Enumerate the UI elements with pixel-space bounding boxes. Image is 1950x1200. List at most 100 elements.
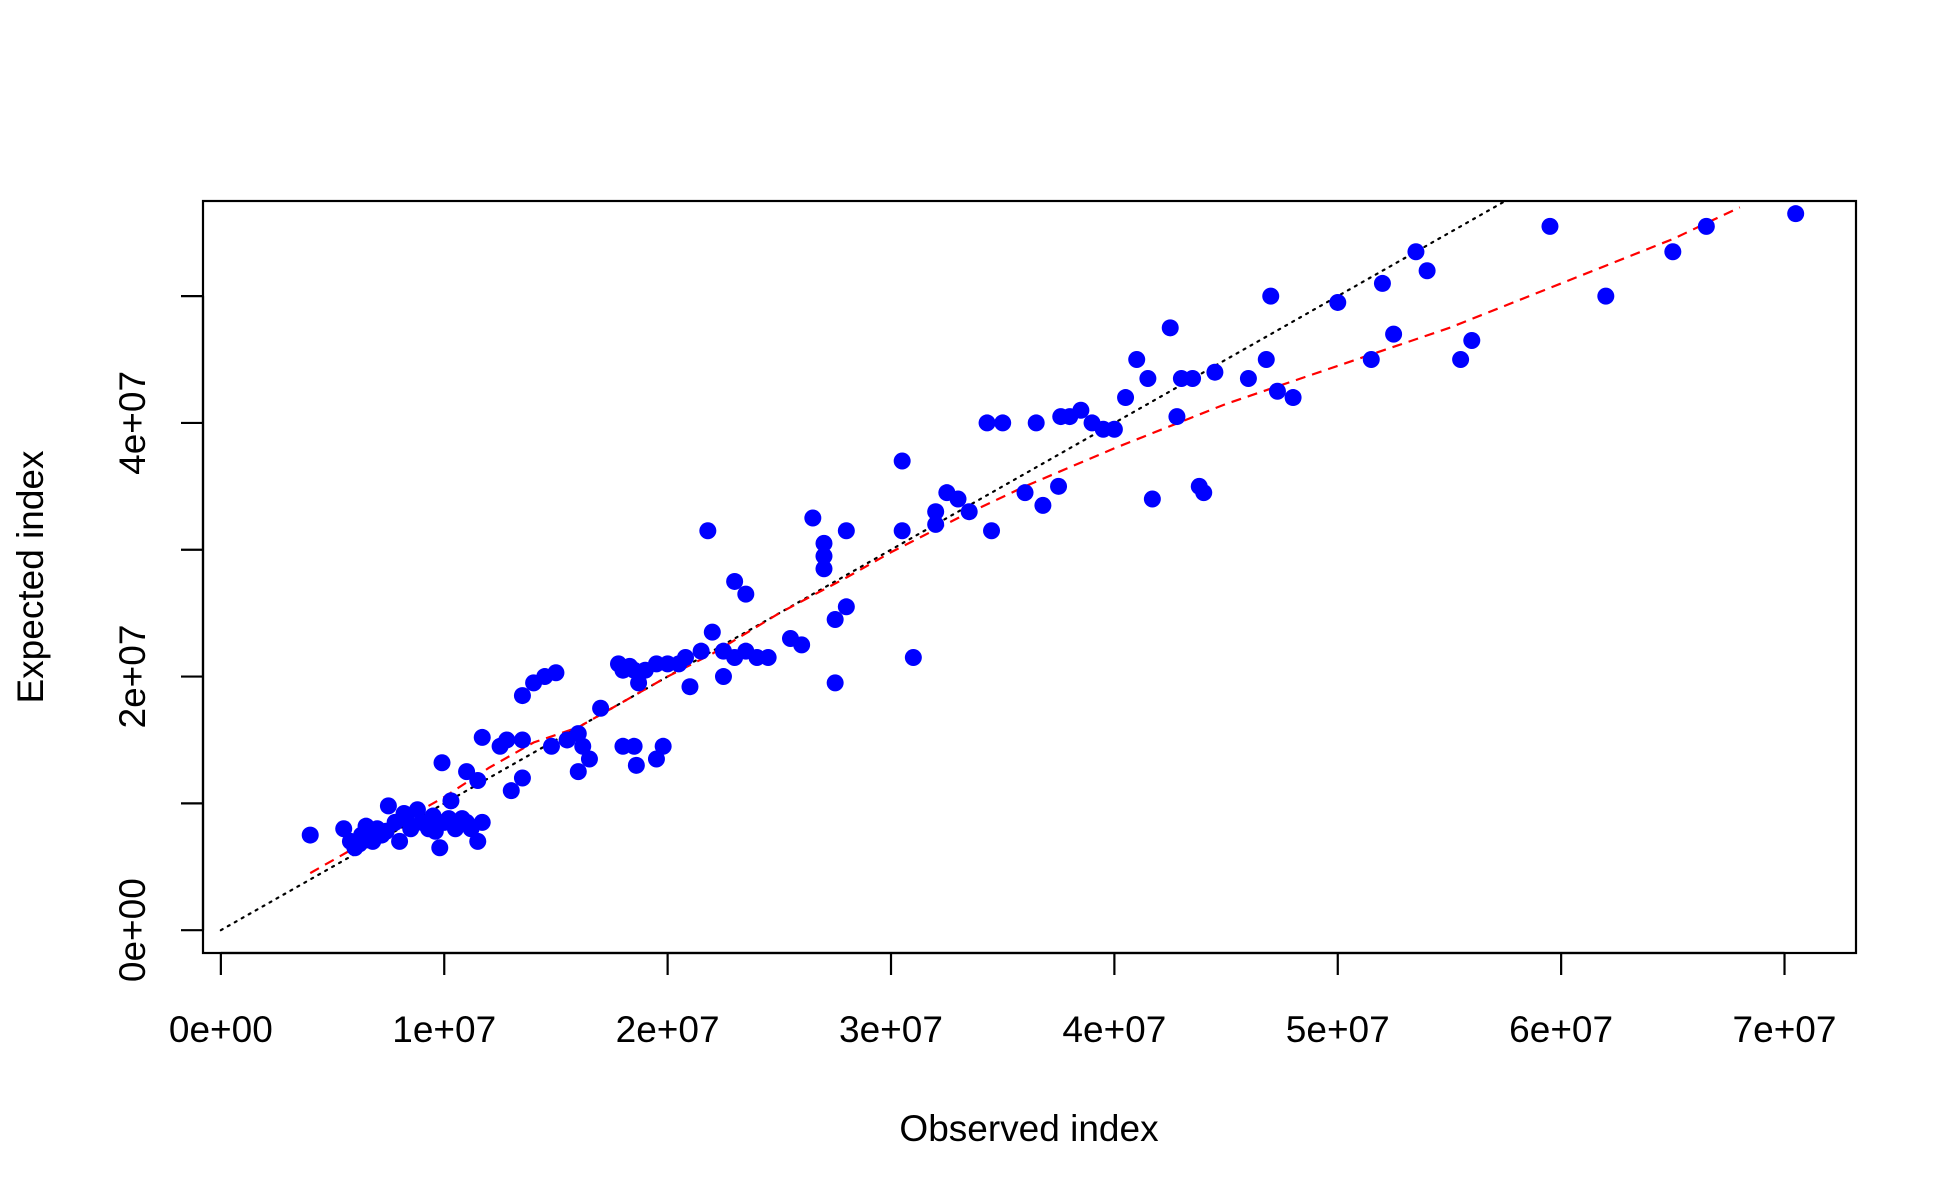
data-point (391, 832, 409, 850)
data-point (804, 509, 822, 527)
data-point (1027, 414, 1045, 432)
points-layer (301, 205, 1805, 857)
data-point (513, 687, 531, 705)
data-point (498, 731, 516, 749)
data-point (1262, 287, 1280, 305)
data-point (592, 699, 610, 717)
data-point (1105, 420, 1123, 438)
data-point (542, 737, 560, 755)
data-point (726, 572, 744, 590)
data-point (301, 826, 319, 844)
data-point (699, 522, 717, 540)
data-point (1373, 274, 1391, 292)
data-point (1052, 408, 1070, 426)
data-point (335, 820, 353, 838)
data-point (681, 678, 699, 696)
data-point (692, 642, 710, 660)
data-point (1016, 484, 1034, 502)
x-tick-label: 5e+07 (1286, 1009, 1390, 1050)
data-point (569, 763, 587, 781)
data-point (737, 585, 755, 603)
data-point (1541, 217, 1559, 235)
data-point (1195, 484, 1213, 502)
data-point (426, 822, 444, 840)
y-tick-label: 2e+07 (112, 625, 153, 729)
data-point (627, 756, 645, 774)
lines-layer (219, 201, 1741, 932)
data-point (580, 750, 598, 768)
data-point (1206, 363, 1224, 381)
data-point (547, 664, 565, 682)
data-point (904, 649, 922, 667)
data-point (826, 674, 844, 692)
data-point (1418, 262, 1436, 280)
data-point (1452, 351, 1470, 369)
data-point (793, 636, 811, 654)
data-point (1117, 389, 1135, 407)
x-axis-title: Observed index (899, 1108, 1159, 1149)
y-axis-title: Expected index (10, 450, 51, 704)
x-tick-label: 3e+07 (839, 1009, 943, 1050)
data-point (350, 835, 368, 853)
data-point (647, 750, 665, 768)
data-point (442, 792, 460, 810)
x-axis: 0e+00 1e+07 2e+07 3e+07 4e+07 5e+07 6e+07 7e+07 (169, 951, 1837, 1050)
identity-line (219, 201, 1508, 932)
data-point (1597, 287, 1615, 305)
data-point (574, 737, 592, 755)
data-point (837, 598, 855, 616)
data-point (469, 832, 487, 850)
data-point (473, 728, 491, 746)
data-point (714, 668, 732, 686)
x-tick-label: 6e+07 (1509, 1009, 1613, 1050)
data-point (1257, 351, 1275, 369)
data-point (1034, 496, 1052, 514)
data-point (630, 674, 648, 692)
data-point (960, 503, 978, 521)
data-point (949, 490, 967, 508)
data-point (893, 522, 911, 540)
x-tick-label: 2e+07 (616, 1009, 720, 1050)
data-point (1184, 370, 1202, 388)
data-point (1385, 325, 1403, 343)
fit-line (309, 206, 1741, 875)
data-point (1072, 401, 1090, 419)
data-point (1407, 243, 1425, 261)
data-point (983, 522, 1001, 540)
data-point (1143, 490, 1161, 508)
data-point (1697, 217, 1715, 235)
data-point (469, 772, 487, 790)
data-point (1362, 351, 1380, 369)
data-point (1329, 293, 1347, 311)
data-point (431, 839, 449, 857)
data-point (1284, 389, 1302, 407)
y-axis: 0e+00 2e+07 4e+07 (112, 295, 205, 982)
data-point (759, 649, 777, 667)
y-tick-label: 4e+07 (112, 371, 153, 475)
data-point (433, 754, 451, 772)
data-point (815, 534, 833, 552)
data-point (676, 649, 694, 667)
plot-area (201, 199, 1858, 955)
data-point (440, 810, 458, 828)
data-point (1161, 319, 1179, 337)
data-point (377, 822, 395, 840)
data-point (893, 452, 911, 470)
plot-frame (201, 199, 1858, 955)
data-point (1787, 205, 1805, 223)
data-point (654, 737, 672, 755)
data-point (927, 515, 945, 533)
data-point (513, 731, 531, 749)
data-point (614, 737, 632, 755)
data-point (826, 610, 844, 628)
x-tick-label: 7e+07 (1733, 1009, 1837, 1050)
data-point (815, 547, 833, 565)
data-point (513, 769, 531, 787)
data-point (502, 782, 520, 800)
data-point (837, 522, 855, 540)
data-point (1268, 382, 1286, 400)
x-tick-label: 1e+07 (392, 1009, 496, 1050)
data-point (473, 813, 491, 831)
data-point (1168, 408, 1186, 426)
